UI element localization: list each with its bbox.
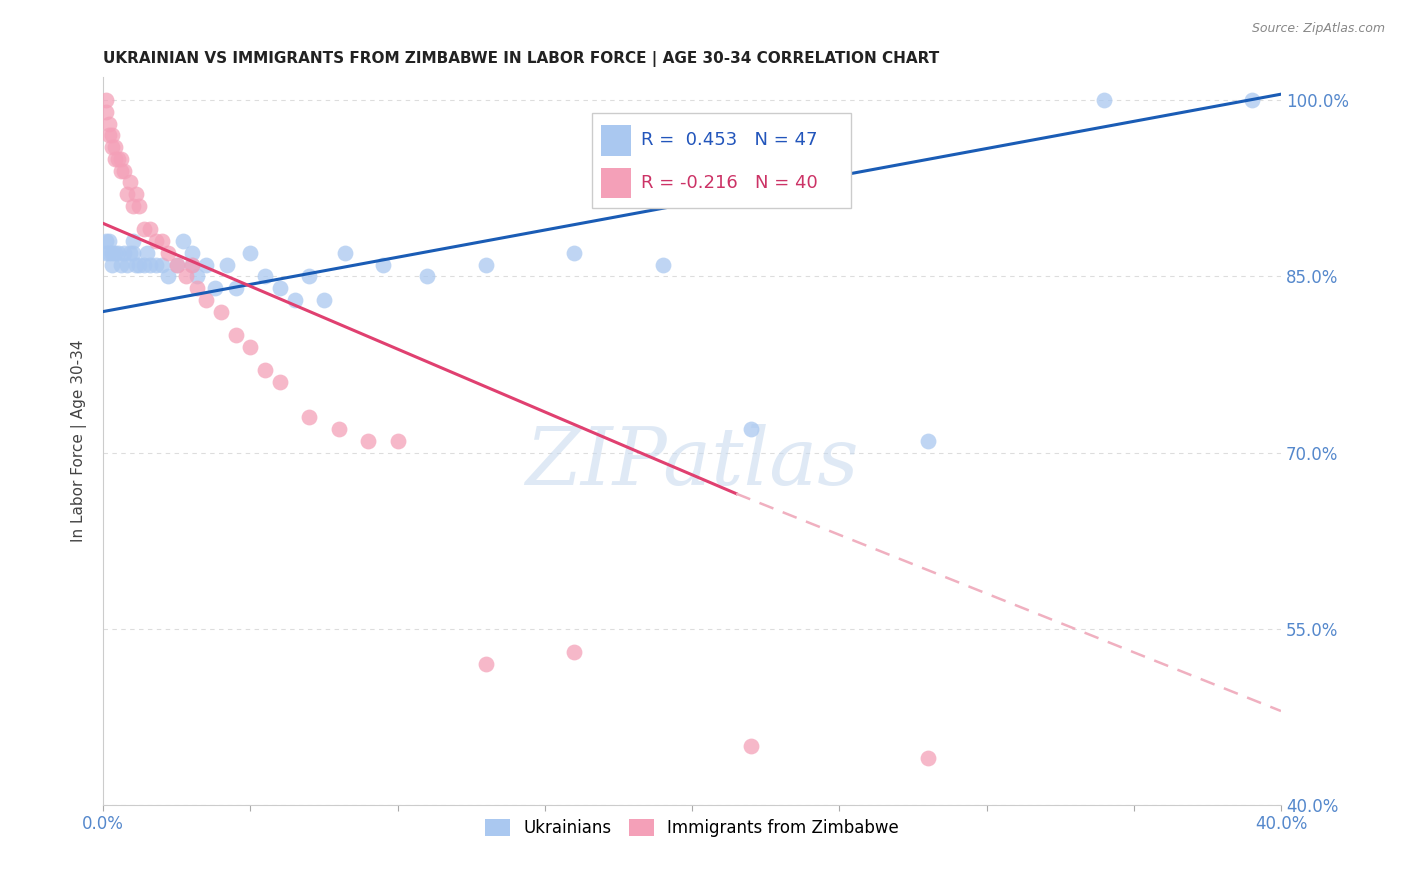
Point <box>136 245 159 260</box>
Point <box>180 245 202 260</box>
Point <box>124 258 146 272</box>
FancyBboxPatch shape <box>602 168 631 198</box>
Point <box>96 234 118 248</box>
Point <box>101 140 124 154</box>
Point <box>195 258 218 272</box>
Point <box>156 269 179 284</box>
Point <box>166 258 188 272</box>
Point <box>269 375 291 389</box>
Text: R = -0.216   N = 40: R = -0.216 N = 40 <box>641 174 818 192</box>
Point <box>475 258 498 272</box>
Point <box>239 340 262 354</box>
Point <box>917 434 939 448</box>
Point <box>225 281 247 295</box>
FancyBboxPatch shape <box>592 113 851 208</box>
Point <box>298 410 321 425</box>
Text: R =  0.453   N = 47: R = 0.453 N = 47 <box>641 131 818 149</box>
Point <box>172 234 194 248</box>
Point <box>107 152 129 166</box>
Point <box>134 222 156 236</box>
Point <box>115 187 138 202</box>
Point <box>118 245 141 260</box>
Point <box>651 258 673 272</box>
Point <box>917 751 939 765</box>
Point <box>166 258 188 272</box>
Point <box>96 93 118 107</box>
Point <box>180 258 202 272</box>
Point <box>269 281 291 295</box>
Point <box>254 363 277 377</box>
Point <box>371 258 394 272</box>
Point <box>112 163 135 178</box>
Point <box>475 657 498 671</box>
Point <box>124 187 146 202</box>
Point <box>98 245 121 260</box>
Point <box>254 269 277 284</box>
Point <box>215 258 238 272</box>
Point <box>328 422 350 436</box>
Text: UKRAINIAN VS IMMIGRANTS FROM ZIMBABWE IN LABOR FORCE | AGE 30-34 CORRELATION CHA: UKRAINIAN VS IMMIGRANTS FROM ZIMBABWE IN… <box>103 51 939 67</box>
FancyBboxPatch shape <box>602 125 631 155</box>
Point <box>186 281 208 295</box>
Point <box>357 434 380 448</box>
Point <box>110 152 132 166</box>
Point <box>128 199 150 213</box>
Point <box>121 245 143 260</box>
Point <box>104 152 127 166</box>
Point <box>562 245 585 260</box>
Point <box>104 140 127 154</box>
Point <box>562 645 585 659</box>
Point <box>115 258 138 272</box>
Point <box>225 328 247 343</box>
Point <box>333 245 356 260</box>
Y-axis label: In Labor Force | Age 30-34: In Labor Force | Age 30-34 <box>72 340 87 542</box>
Point <box>145 258 167 272</box>
Point <box>110 258 132 272</box>
Text: Source: ZipAtlas.com: Source: ZipAtlas.com <box>1251 22 1385 36</box>
Point <box>128 258 150 272</box>
Point <box>121 199 143 213</box>
Point <box>186 269 208 284</box>
Text: ZIPatlas: ZIPatlas <box>526 424 859 501</box>
Point <box>740 422 762 436</box>
Point <box>101 258 124 272</box>
Point <box>145 234 167 248</box>
Point <box>312 293 335 307</box>
Point <box>107 245 129 260</box>
Point <box>239 245 262 260</box>
Point <box>174 269 197 284</box>
Point <box>180 258 202 272</box>
Legend: Ukrainians, Immigrants from Zimbabwe: Ukrainians, Immigrants from Zimbabwe <box>479 813 905 844</box>
Point <box>150 234 173 248</box>
Point <box>150 258 173 272</box>
Point <box>98 117 121 131</box>
Point <box>96 104 118 119</box>
Point <box>740 739 762 754</box>
Point <box>139 258 162 272</box>
Point <box>1240 93 1263 107</box>
Point <box>209 304 232 318</box>
Point <box>284 293 307 307</box>
Point <box>104 245 127 260</box>
Point <box>118 175 141 189</box>
Point <box>134 258 156 272</box>
Point <box>298 269 321 284</box>
Point <box>110 163 132 178</box>
Point <box>101 245 124 260</box>
Point <box>112 245 135 260</box>
Point <box>98 234 121 248</box>
Point <box>1092 93 1115 107</box>
Point <box>121 234 143 248</box>
Point <box>101 128 124 143</box>
Point <box>195 293 218 307</box>
Point <box>139 222 162 236</box>
Point <box>204 281 226 295</box>
Point <box>98 128 121 143</box>
Point <box>96 245 118 260</box>
Point <box>416 269 439 284</box>
Point <box>387 434 409 448</box>
Point <box>156 245 179 260</box>
